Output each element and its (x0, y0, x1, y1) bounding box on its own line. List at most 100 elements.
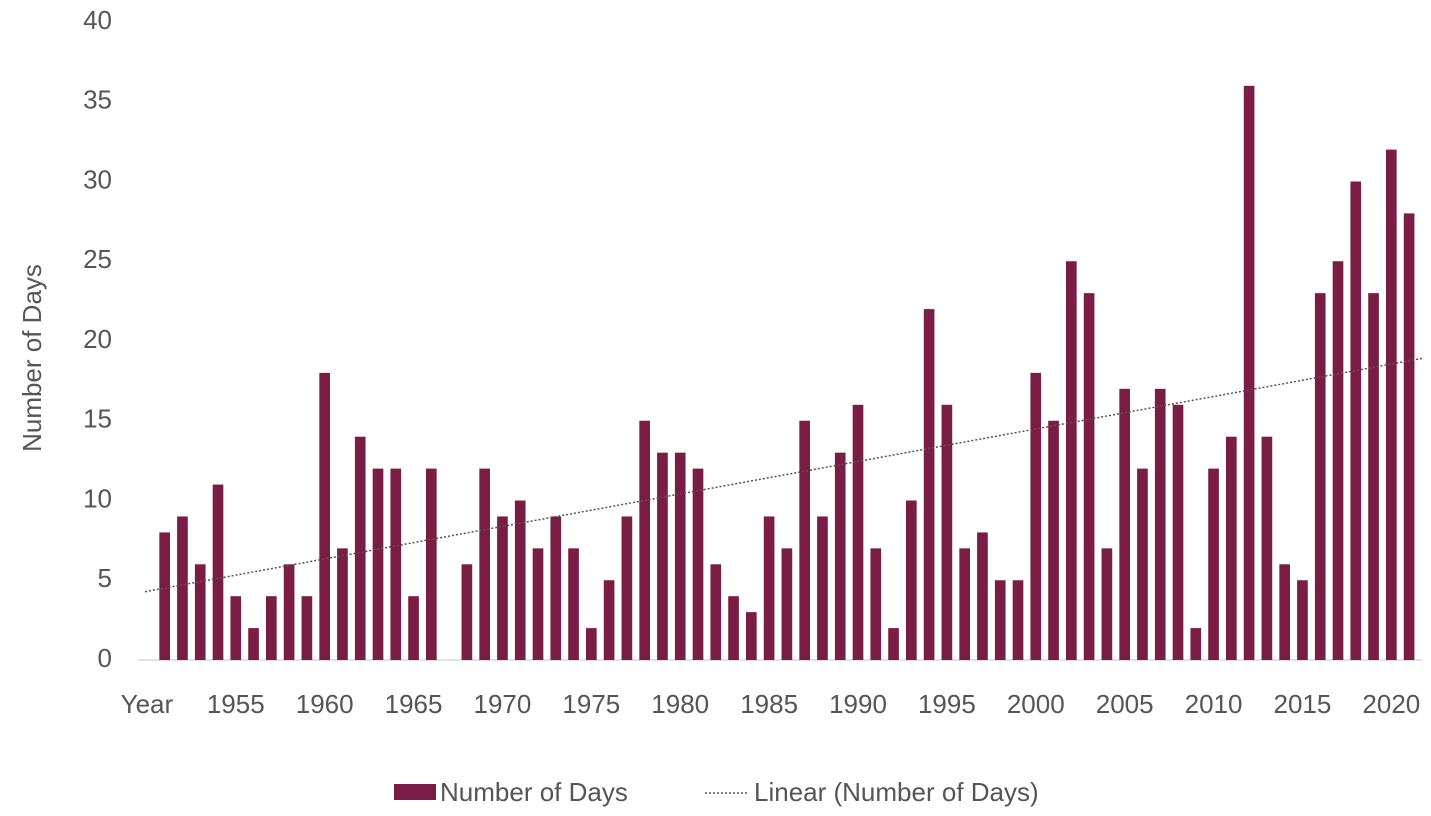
bar (248, 628, 259, 660)
bar (1030, 372, 1042, 660)
bar (834, 452, 846, 660)
bar (319, 372, 330, 660)
bar (586, 628, 597, 660)
bar (923, 309, 935, 660)
bar (372, 468, 384, 660)
bar (354, 436, 366, 660)
bar (426, 468, 437, 660)
bar (1297, 580, 1308, 660)
y-tick-label: 30 (83, 164, 112, 194)
x-tick-label: Year (121, 689, 174, 719)
x-tick-label: 1980 (651, 689, 709, 719)
bar (1208, 468, 1219, 660)
bar (817, 516, 828, 660)
bar (888, 628, 899, 660)
bar (177, 516, 188, 660)
bar (781, 548, 793, 660)
x-tick-label: 2010 (1185, 689, 1243, 719)
bar (212, 484, 224, 660)
bar (1226, 436, 1237, 660)
bar (692, 468, 704, 660)
bar (301, 596, 313, 660)
bar (763, 516, 775, 660)
bar (1172, 404, 1184, 660)
bar (1137, 468, 1148, 660)
bar (1368, 293, 1379, 660)
bar (461, 564, 473, 660)
legend-label: Linear (Number of Days) (754, 777, 1039, 807)
y-tick-label: 0 (98, 643, 112, 673)
legend-swatch (394, 784, 436, 800)
bar (390, 468, 402, 660)
bar (283, 564, 295, 660)
bar (550, 516, 562, 660)
bar (603, 580, 615, 660)
x-tick-label: 2005 (1096, 689, 1154, 719)
y-tick-label: 25 (83, 244, 112, 274)
bar (497, 516, 508, 660)
x-tick-label: 1960 (296, 689, 354, 719)
y-axis-title: Number of Days (17, 264, 47, 452)
bar (906, 500, 917, 660)
bar (1083, 293, 1095, 660)
bar (1403, 213, 1415, 660)
bar (1119, 388, 1130, 660)
bar (941, 404, 953, 660)
bar (532, 548, 544, 660)
bar (230, 596, 242, 660)
x-tick-label: 2020 (1362, 689, 1420, 719)
x-tick-label: 1970 (474, 689, 532, 719)
bar (1386, 149, 1397, 660)
bar (1012, 580, 1024, 660)
legend-label: Number of Days (440, 777, 628, 807)
y-tick-label: 20 (83, 324, 112, 354)
bar (746, 612, 757, 660)
bar (799, 420, 810, 660)
bar (159, 532, 170, 660)
bar (674, 452, 686, 660)
y-tick-label: 35 (83, 85, 112, 115)
bar (1243, 85, 1255, 661)
x-tick-label: 1985 (740, 689, 798, 719)
bar (1190, 628, 1202, 660)
bar (994, 580, 1006, 660)
y-tick-label: 10 (83, 483, 112, 513)
x-tick-label: 2000 (1007, 689, 1065, 719)
bar (266, 596, 277, 660)
bar (1066, 261, 1077, 660)
x-tick-label: 1990 (829, 689, 887, 719)
bar (852, 404, 864, 660)
bar (1154, 388, 1166, 660)
bar (710, 564, 722, 660)
y-tick-label: 15 (83, 404, 112, 434)
bar (639, 420, 650, 660)
bar (194, 564, 206, 660)
bar (408, 596, 419, 660)
bar (1048, 420, 1059, 660)
bar (568, 548, 579, 660)
trendline (144, 357, 1423, 593)
y-tick-label: 5 (98, 563, 112, 593)
bar (1261, 436, 1273, 660)
bar (1332, 261, 1344, 660)
bar (1314, 293, 1326, 660)
bar (1279, 564, 1290, 660)
y-tick-label: 40 (83, 5, 112, 35)
bar (977, 532, 988, 660)
x-tick-label: 1965 (385, 689, 443, 719)
bar (870, 548, 882, 660)
bar (514, 500, 526, 660)
bar (1350, 181, 1362, 660)
x-tick-label: 1975 (562, 689, 620, 719)
bar (728, 596, 739, 660)
bar (337, 548, 348, 660)
x-tick-label: 1955 (207, 689, 265, 719)
x-tick-label: 1995 (918, 689, 976, 719)
bar (1101, 548, 1113, 660)
bar (959, 548, 970, 660)
bar (621, 516, 633, 660)
x-tick-label: 2015 (1274, 689, 1332, 719)
bar (479, 468, 490, 660)
bar (657, 452, 668, 660)
